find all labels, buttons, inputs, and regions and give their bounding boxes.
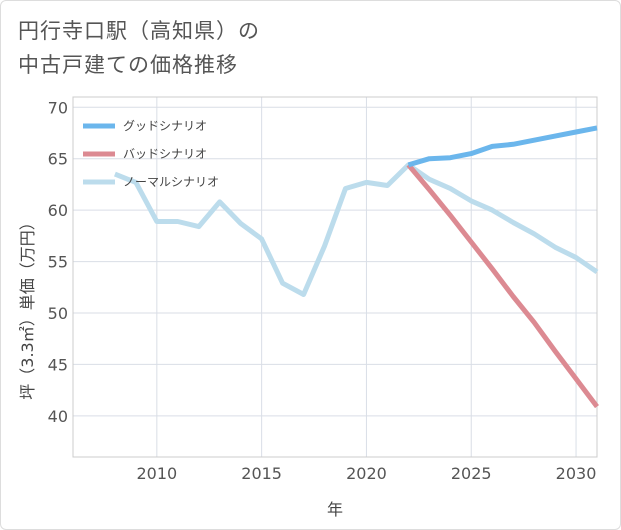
series-line-0 [407,125,598,168]
legend-label: ノーマルシナリオ [123,175,219,189]
plot-area-border [72,96,598,458]
legend-label: バッドシナリオ [123,147,207,161]
y-tick-label: 70 [48,98,68,117]
x-tick-label: 2020 [346,464,387,483]
series-layer [113,125,599,409]
y-tick-label: 45 [48,355,68,374]
x-axis-label: 年 [327,500,343,519]
x-tick-label: 2015 [241,464,282,483]
y-tick-label: 65 [48,150,68,169]
x-axis-ticks: 2010 2015 2020 2025 2030 [136,464,596,483]
grid-lines [73,97,597,457]
series-line-2 [113,162,599,297]
chart-title-line1: 円行寺口駅（高知県）の [18,19,260,43]
y-tick-label: 60 [48,201,68,220]
y-tick-label: 55 [48,253,68,272]
x-tick-label: 2010 [136,464,177,483]
legend-label: グッドシナリオ [123,119,207,133]
y-tick-label: 50 [48,304,68,323]
chart-title-line2: 中古戸建ての価格推移 [18,53,238,77]
x-tick-label: 2030 [556,464,597,483]
series-line-1 [406,163,599,409]
y-axis-label: 坪（3.3㎡）単価（万円） [18,214,37,399]
y-axis-ticks: 40 45 50 55 60 65 70 [48,98,68,426]
y-tick-label: 40 [48,407,68,426]
chart-title: 円行寺口駅（高知県）の 中古戸建ての価格推移 [18,14,260,82]
x-tick-label: 2025 [451,464,492,483]
